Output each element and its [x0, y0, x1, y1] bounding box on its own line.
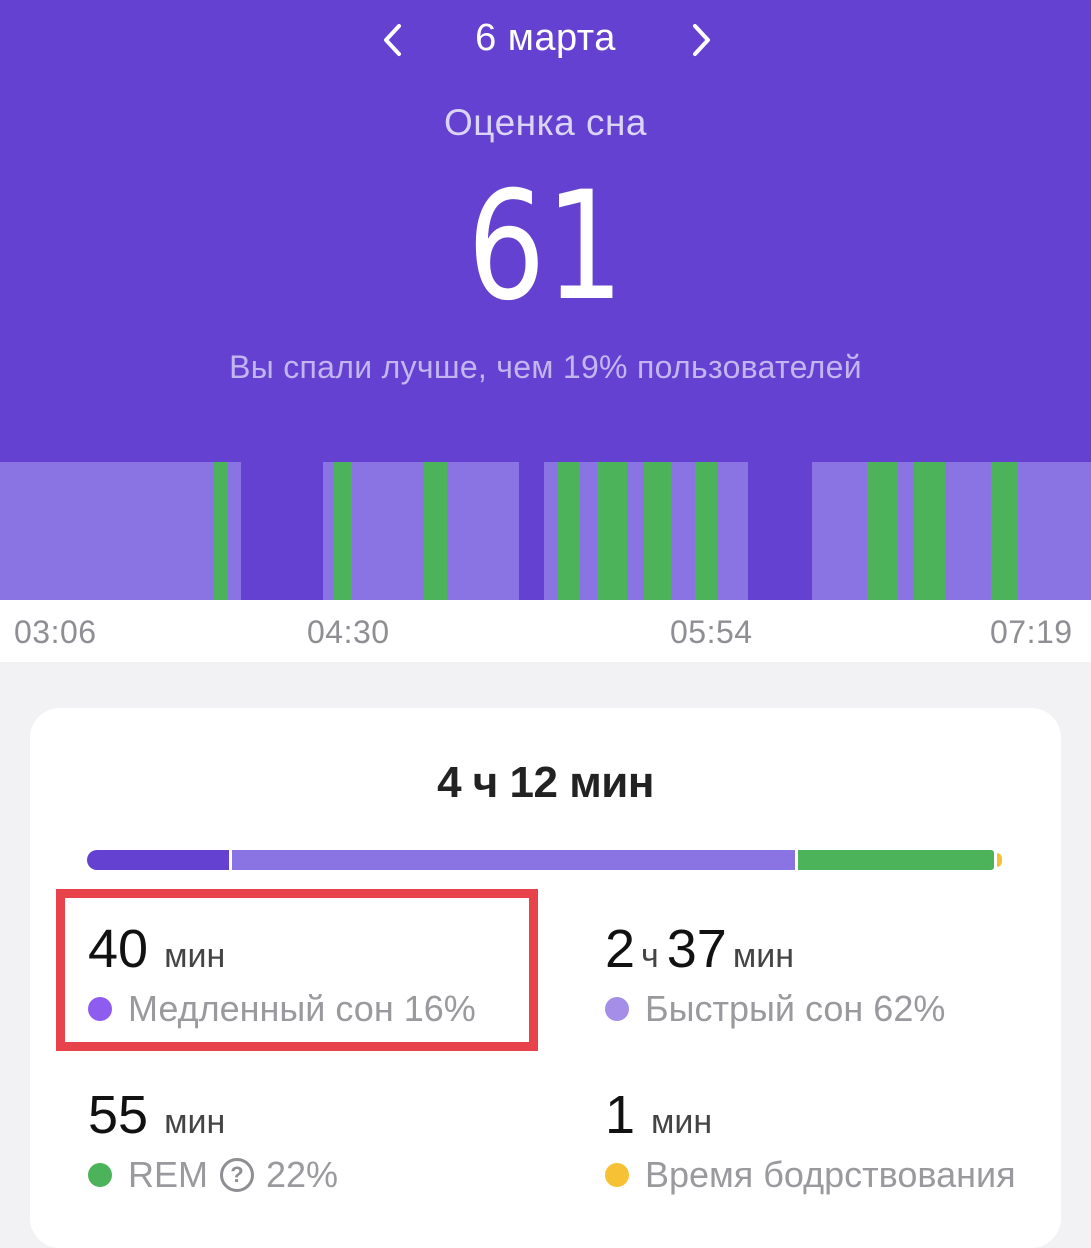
deep-sleep-bar-segment	[87, 850, 229, 870]
date-label: 6 марта	[475, 16, 616, 59]
rem-sleep-segment	[990, 462, 1018, 600]
sleep-score-title: Оценка сна	[444, 102, 647, 143]
rem-sleep-segment	[867, 462, 898, 600]
previous-day-button[interactable]	[372, 20, 412, 60]
deep-sleep-unit: мин	[164, 937, 226, 975]
light-sleep-minutes-unit: мин	[732, 937, 794, 975]
light-sleep-minutes: 37	[666, 919, 727, 979]
deep-sleep-segment	[241, 462, 323, 600]
awake-label: Время бодрствования	[645, 1154, 1016, 1195]
score-comparison-text: Вы спали лучше, чем 19% пользователей	[229, 349, 862, 385]
rem-sleep-segment	[557, 462, 581, 600]
deep-sleep-stat[interactable]: 40 мин Медленный сон 16%	[88, 918, 528, 1030]
awake-dot-icon	[605, 1163, 629, 1187]
rem-sleep-bar-segment	[798, 850, 994, 870]
sleep-score-value: 61	[467, 160, 624, 334]
highlight-box	[56, 889, 538, 1051]
time-tick: 04:30	[307, 614, 390, 650]
light-sleep-bar-segment	[232, 850, 795, 870]
rem-sleep-unit: мин	[164, 1103, 226, 1141]
awake-unit: мин	[651, 1103, 713, 1141]
awake-bar-segment	[997, 853, 1002, 867]
rem-sleep-value: 55	[88, 1085, 149, 1145]
time-tick: 03:06	[14, 614, 97, 650]
rem-sleep-dot-icon	[88, 1163, 112, 1187]
awake-value: 1	[605, 1085, 636, 1145]
rem-sleep-segment	[914, 462, 945, 600]
sleep-summary-card: 4 ч 12 мин 40 мин Медленный сон 16% 2 ч …	[30, 708, 1061, 1248]
rem-sleep-segment	[213, 462, 228, 600]
rem-sleep-segment	[694, 462, 718, 600]
rem-sleep-percent: 22%	[266, 1154, 339, 1195]
date-navigator: 6 марта	[0, 12, 1091, 64]
light-sleep-hours-unit: ч	[641, 937, 659, 975]
time-tick: 05:54	[670, 614, 753, 650]
deep-sleep-segment	[748, 462, 812, 600]
deep-sleep-label: Медленный сон 16%	[128, 988, 476, 1029]
time-axis: 03:06 04:30 05:54 07:19	[0, 600, 1091, 662]
rem-sleep-label: REM	[128, 1154, 208, 1195]
rem-sleep-segment	[424, 462, 448, 600]
next-day-button[interactable]	[682, 20, 722, 60]
light-sleep-hours: 2	[605, 919, 636, 979]
rem-sleep-segment	[643, 462, 671, 600]
awake-stat[interactable]: 1 мин Время бодрствования	[605, 1084, 1045, 1196]
light-sleep-dot-icon	[605, 997, 629, 1021]
help-icon[interactable]: ?	[220, 1158, 254, 1192]
chevron-right-icon	[693, 24, 710, 56]
header: 6 марта Оценка сна 61 Вы спали лучше, че…	[0, 0, 1091, 462]
stage-distribution-bar	[87, 850, 1005, 872]
rem-sleep-segment	[333, 462, 353, 600]
total-sleep-duration: 4 ч 12 мин	[437, 758, 654, 807]
time-tick: 07:19	[990, 614, 1073, 650]
light-sleep-stat[interactable]: 2 ч 37 мин Быстрый сон 62%	[605, 918, 1045, 1030]
deep-sleep-segment	[519, 462, 545, 600]
light-sleep-label: Быстрый сон 62%	[645, 988, 946, 1029]
chevron-left-icon	[384, 24, 401, 56]
sleep-stage-timeline[interactable]	[0, 462, 1091, 600]
rem-sleep-segment	[596, 462, 628, 600]
rem-sleep-stat[interactable]: 55 мин REM ? 22%	[88, 1084, 528, 1196]
deep-sleep-dot-icon	[88, 997, 112, 1021]
deep-sleep-value: 40	[88, 919, 149, 979]
